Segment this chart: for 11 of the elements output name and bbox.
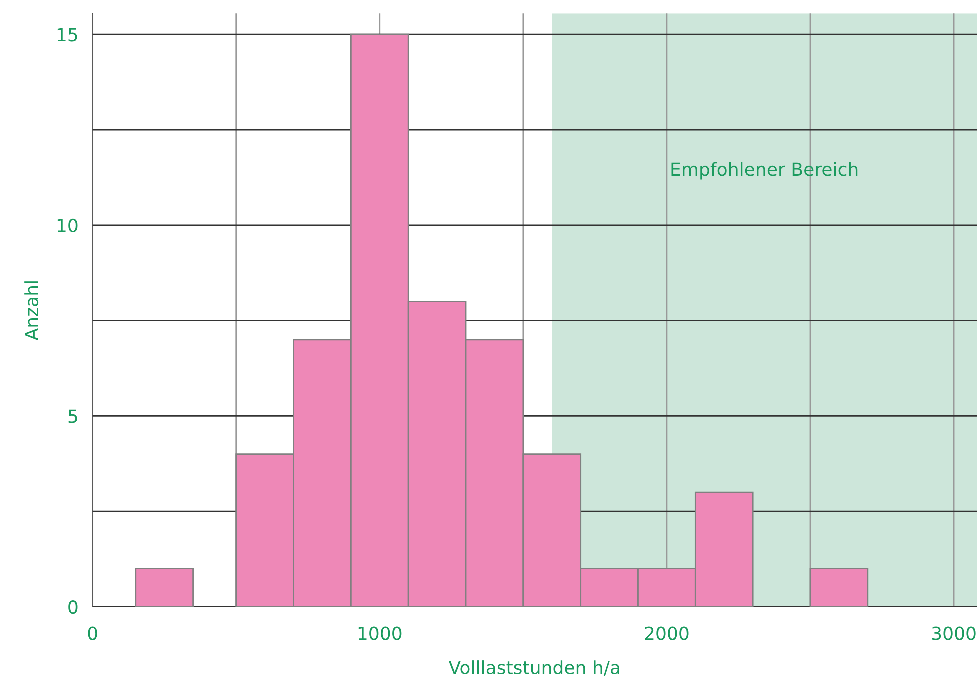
x-tick-label: 3000 xyxy=(932,626,976,640)
x-tick-label: 1000 xyxy=(358,626,402,640)
y-tick-label: 0 xyxy=(68,600,78,614)
band-label: Empfohlener Bereich xyxy=(672,162,858,180)
x-tick-label: 2000 xyxy=(645,626,689,640)
y-tick-label: 5 xyxy=(68,410,78,424)
y-tick-label: 10 xyxy=(58,218,78,233)
y-axis-title: Anzahl xyxy=(24,282,39,341)
x-tick-label: 0 xyxy=(88,626,98,640)
y-tick-label: 15 xyxy=(58,28,78,42)
x-axis-title: Volllaststunden h/a xyxy=(448,660,620,676)
